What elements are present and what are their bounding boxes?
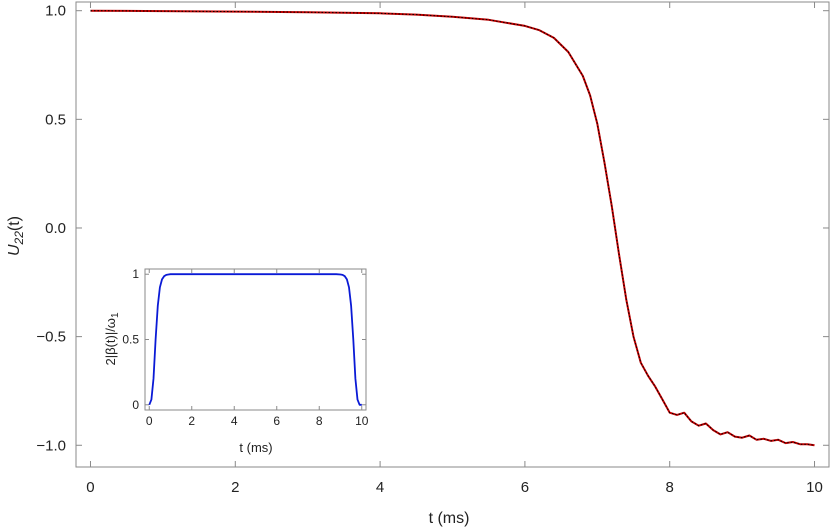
inset-x-tick-label: 10 xyxy=(355,414,369,428)
inset-x-axis-label: t (ms) xyxy=(239,440,272,455)
inset-y-tick-label: 0.5 xyxy=(122,333,139,347)
main-x-tick-label: 6 xyxy=(521,479,529,496)
main-x-tick-label: 4 xyxy=(376,479,384,496)
main-y-axis-label: U22(t) xyxy=(6,216,26,256)
main-y-ticks: −1.0 −0.5 0.0 0.5 1.0 xyxy=(36,3,829,454)
inset-y-axis-label-prefix: 2|β(t)|/ω xyxy=(103,318,118,366)
inset-y-axis-label-sub: 1 xyxy=(110,312,121,318)
main-x-tick-label: 0 xyxy=(86,479,94,496)
main-x-tick-label: 2 xyxy=(231,479,239,496)
inset-y-axis-label: 2|β(t)|/ω1 xyxy=(103,312,121,366)
main-y-axis-label-sub: 22 xyxy=(12,231,26,246)
main-plot: 0 2 4 6 8 10 −1.0−0.50.00.51.0 t (ms) U22(t) xyxy=(6,1,830,527)
main-series xyxy=(90,9,815,447)
main-x-ticks: 0 2 4 6 8 10 xyxy=(86,2,823,496)
main-x-tick-label: 10 xyxy=(806,479,823,496)
inset-background xyxy=(145,269,366,410)
main-series-line-1 xyxy=(90,10,815,446)
inset-x-ticks: 0 2 4 6 8 10 xyxy=(146,269,369,428)
main-y-tick-label: 0.0 xyxy=(45,220,66,237)
main-plot-frame xyxy=(75,1,830,468)
inset-x-tick-label: 4 xyxy=(231,414,238,428)
inset-x-tick-label: 2 xyxy=(188,414,195,428)
main-y-axis-label-base: U xyxy=(6,244,23,256)
main-y-tick-label: −0.5 xyxy=(36,329,66,346)
inset-x-tick-label: 6 xyxy=(273,414,280,428)
main-x-tick-label: 8 xyxy=(666,479,674,496)
inset-series-line-0 xyxy=(148,273,362,406)
inset-x-tick-label: 8 xyxy=(316,414,323,428)
inset-y-tick-label: 1 xyxy=(132,267,139,281)
main-y-axis-label-suffix: (t) xyxy=(6,216,23,231)
main-y-tick-label: 1.0 xyxy=(45,3,66,20)
main-y-tick-label: 0.5 xyxy=(45,111,66,128)
inset-plot: 0 2 4 6 8 10 00.51 t (ms) 2|β(t)|/ω1 xyxy=(103,267,369,455)
inset-y-ticks: 00.51 xyxy=(122,267,366,412)
main-x-axis-label: t (ms) xyxy=(429,510,470,527)
inset-y-tick-label: 0 xyxy=(132,398,139,412)
inset-x-tick-label: 0 xyxy=(146,414,153,428)
main-y-tick-label: −1.0 xyxy=(36,437,66,454)
inset-series xyxy=(148,273,362,406)
